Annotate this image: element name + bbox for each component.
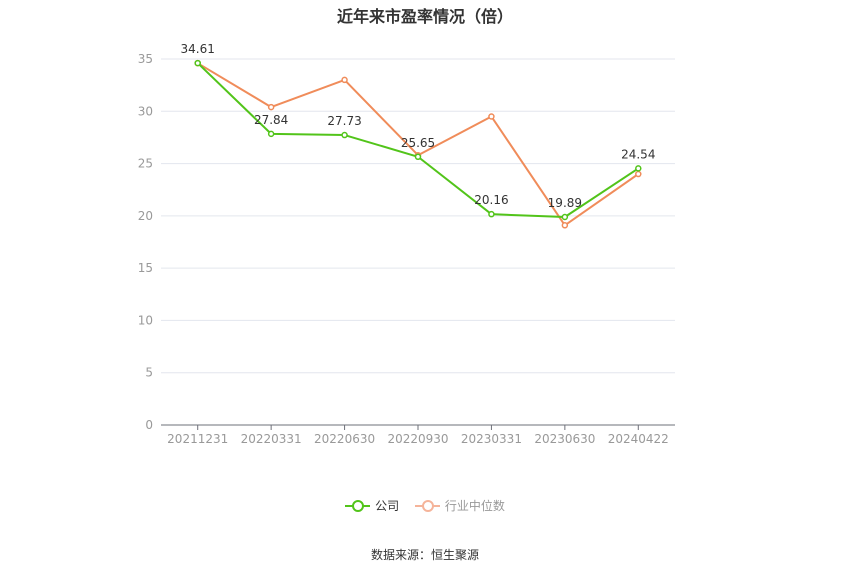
legend-item-industry-median[interactable]: 行业中位数: [414, 497, 505, 514]
x-tick-label: 20240422: [608, 432, 669, 446]
source-note: 数据来源：恒生聚源: [370, 548, 479, 562]
x-tick-label: 20220630: [314, 432, 375, 446]
y-tick-label: 20: [138, 209, 153, 223]
data-label: 27.84: [254, 113, 288, 127]
data-point-industry-median: [488, 113, 495, 120]
data-point-industry-median: [267, 103, 275, 111]
data-point-industry-median: [561, 222, 569, 229]
y-tick-label: 10: [138, 313, 153, 327]
x-tick-label: 20211231: [167, 432, 228, 446]
y-tick-label: 15: [138, 261, 153, 275]
x-tick-label: 20220331: [241, 432, 302, 446]
legend: 公司 行业中位数: [0, 497, 850, 516]
legend-swatch-company: [345, 499, 371, 513]
y-tick-label: 35: [138, 52, 153, 66]
data-point-company: [341, 131, 348, 139]
data-point-company: [635, 165, 642, 172]
data-point-industry-median: [341, 76, 348, 84]
y-tick-label: 25: [138, 157, 153, 171]
data-label: 27.73: [327, 114, 361, 128]
legend-label-industry-median: 行业中位数: [444, 499, 505, 513]
data-label: 24.54: [621, 147, 655, 161]
legend-swatch-industry-median: [414, 499, 440, 513]
x-tick-label: 20230630: [534, 432, 595, 446]
data-label: 25.65: [401, 136, 435, 150]
x-tick-label: 20220930: [387, 432, 448, 446]
data-point-company: [488, 210, 495, 218]
y-tick-label: 5: [145, 366, 153, 380]
data-point-company: [267, 130, 275, 138]
data-label: 34.61: [181, 42, 215, 56]
legend-label-company: 公司: [375, 499, 400, 513]
data-label: 20.16: [474, 193, 508, 207]
legend-item-company[interactable]: 公司: [345, 497, 399, 514]
data-label: 19.89: [548, 196, 582, 210]
y-tick-label: 0: [145, 418, 153, 432]
data-point-company: [561, 213, 569, 221]
data-point-company: [414, 153, 422, 161]
chart-title: 近年来市盈率情况（倍）: [336, 7, 513, 26]
y-tick-label: 30: [138, 104, 153, 118]
data-point-industry-median: [635, 170, 642, 178]
data-point-company: [194, 59, 201, 67]
x-tick-label: 20230331: [461, 432, 522, 446]
